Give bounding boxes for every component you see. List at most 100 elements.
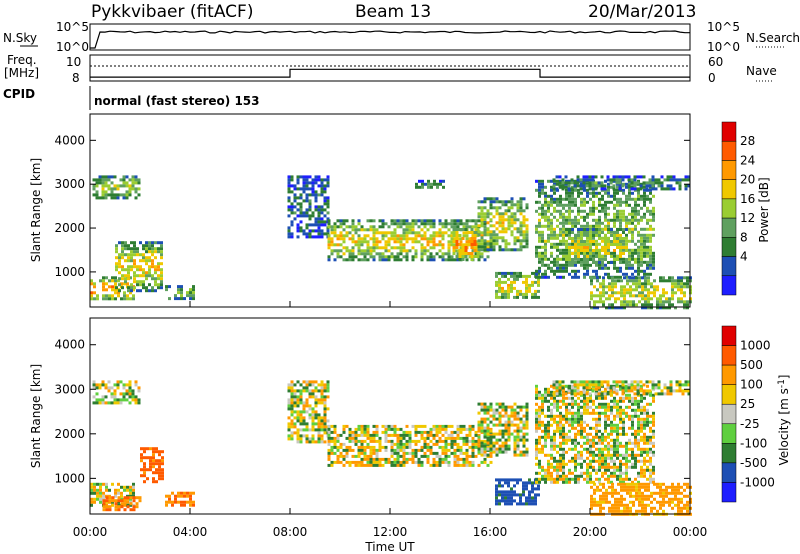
data-cell <box>669 175 673 179</box>
data-cell <box>378 463 382 467</box>
data-cell <box>538 230 541 234</box>
data-cell <box>396 451 400 455</box>
data-cell <box>95 401 99 405</box>
data-cell <box>544 396 547 400</box>
data-cell <box>339 231 343 235</box>
data-cell <box>525 420 529 424</box>
y-tick-label: 4000 <box>54 133 85 147</box>
data-cell <box>541 393 544 397</box>
freq-label-line1: Freq. <box>7 53 37 67</box>
data-cell <box>396 252 400 256</box>
data-cell <box>632 276 635 280</box>
data-cell <box>637 230 640 234</box>
data-cell <box>604 417 607 421</box>
data-cell <box>625 453 628 457</box>
data-cell <box>686 303 689 307</box>
data-cell <box>579 178 583 182</box>
data-cell <box>459 246 463 250</box>
data-cell <box>143 474 146 478</box>
data-cell <box>580 411 583 415</box>
data-cell <box>516 277 519 281</box>
data-cell <box>456 430 460 434</box>
data-cell <box>633 175 637 179</box>
data-cell <box>525 414 529 418</box>
data-cell <box>124 241 127 245</box>
data-cell <box>583 209 586 213</box>
data-cell <box>438 222 442 226</box>
data-cell <box>154 268 157 272</box>
data-cell <box>101 380 105 384</box>
data-cell <box>441 445 445 449</box>
data-cell <box>519 239 523 243</box>
data-cell <box>495 233 499 237</box>
data-cell <box>290 235 294 239</box>
data-cell <box>107 193 111 197</box>
data-cell <box>625 393 628 397</box>
data-cell <box>616 399 619 403</box>
data-cell <box>550 242 553 246</box>
data-cell <box>510 271 513 275</box>
data-cell <box>562 399 565 403</box>
data-cell <box>640 411 643 415</box>
data-cell <box>683 300 686 304</box>
data-cell <box>507 218 511 222</box>
data-cell <box>158 474 161 478</box>
data-cell <box>598 402 601 406</box>
data-cell <box>402 442 406 446</box>
data-cell <box>513 248 517 252</box>
data-cell <box>619 474 622 478</box>
data-cell <box>305 199 309 203</box>
data-cell <box>538 212 541 216</box>
data-cell <box>535 462 538 466</box>
data-cell <box>480 236 484 240</box>
data-cell <box>586 251 589 255</box>
data-cell <box>547 257 550 261</box>
data-cell <box>634 218 637 222</box>
data-cell <box>473 240 477 243</box>
data-cell <box>544 414 547 418</box>
data-cell <box>378 225 382 229</box>
data-cell <box>640 423 643 427</box>
data-cell <box>595 390 598 394</box>
data-cell <box>651 178 655 182</box>
data-cell <box>553 429 556 433</box>
data-cell <box>601 471 604 475</box>
data-cell <box>192 288 195 292</box>
data-cell <box>471 234 475 238</box>
data-cell <box>625 236 628 240</box>
data-cell <box>586 188 589 192</box>
data-cell <box>635 303 638 307</box>
data-cell <box>287 422 291 426</box>
data-cell <box>330 436 334 440</box>
data-cell <box>327 225 331 229</box>
data-cell <box>138 499 142 503</box>
data-cell <box>544 200 547 204</box>
data-cell <box>165 494 168 498</box>
data-cell <box>615 181 619 185</box>
data-cell <box>408 451 412 455</box>
data-cell <box>486 227 490 231</box>
data-cell <box>595 447 598 451</box>
data-cell <box>453 439 457 443</box>
data-cell <box>504 444 508 448</box>
data-cell <box>649 254 652 258</box>
data-cell <box>411 246 415 250</box>
data-cell <box>458 258 462 261</box>
data-cell <box>562 414 565 418</box>
data-cell <box>652 212 655 216</box>
data-cell <box>580 390 583 394</box>
data-cell <box>372 249 376 253</box>
data-cell <box>565 480 568 484</box>
data-cell <box>537 493 540 497</box>
data-cell <box>628 441 631 445</box>
data-cell <box>544 185 547 189</box>
data-cell <box>118 241 121 245</box>
data-cell <box>137 401 141 405</box>
data-cell <box>616 468 619 472</box>
data-cell <box>541 182 544 186</box>
data-cell <box>161 456 164 460</box>
data-cell <box>110 193 114 197</box>
data-cell <box>598 191 601 195</box>
data-cell <box>360 237 364 241</box>
data-cell <box>366 249 370 253</box>
